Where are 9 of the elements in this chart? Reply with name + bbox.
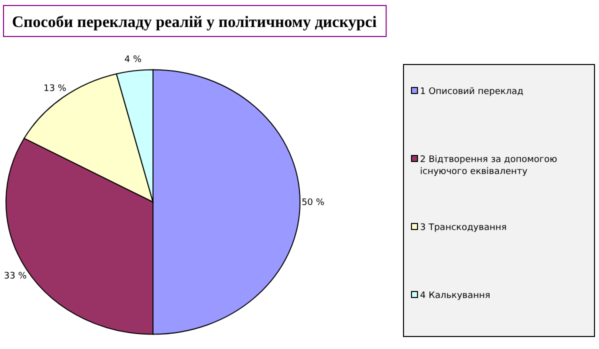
legend-label: 4 Калькування (420, 291, 490, 301)
data-label: 13 % (43, 84, 67, 94)
data-label: 33 % (4, 271, 28, 282)
legend-label: 2 Відтворення за допомогою існуючого еквіваленту (420, 155, 558, 177)
legend-label: 3 Транскодування (420, 223, 507, 233)
data-label: 4 % (124, 55, 142, 66)
chart-title: Способи перекладу реалій у політичному дискурсі (12, 14, 378, 31)
data-label: 50 % (302, 198, 325, 208)
legend-label: 1 Описовий переклад (420, 87, 524, 97)
